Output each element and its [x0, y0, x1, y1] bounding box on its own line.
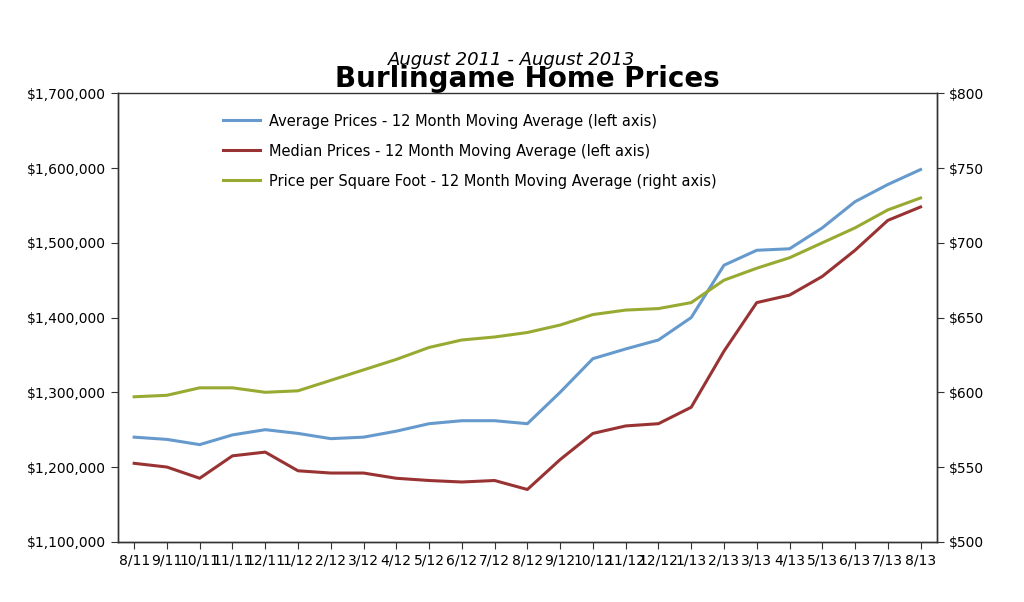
Average Prices - 12 Month Moving Average (left axis) [390, 427, 402, 435]
Average Prices - 12 Month Moving Average (left axis) [456, 417, 468, 424]
Average Prices - 12 Month Moving Average (left axis) [423, 420, 435, 427]
Line: Average Prices - 12 Month Moving Average (left axis): Average Prices - 12 Month Moving Average… [134, 170, 921, 445]
Median Prices - 12 Month Moving Average (left axis) [390, 474, 402, 482]
Price per Square Foot - 12 Month Moving Average (right axis) [423, 344, 435, 351]
Price per Square Foot - 12 Month Moving Average (right axis) [882, 206, 894, 214]
Average Prices - 12 Month Moving Average (left axis) [620, 346, 632, 353]
Average Prices - 12 Month Moving Average (left axis) [751, 247, 763, 254]
Price per Square Foot - 12 Month Moving Average (right axis) [554, 321, 566, 329]
Average Prices - 12 Month Moving Average (left axis) [292, 430, 304, 437]
Average Prices - 12 Month Moving Average (left axis) [652, 337, 665, 344]
Average Prices - 12 Month Moving Average (left axis) [226, 431, 239, 438]
Average Prices - 12 Month Moving Average (left axis) [914, 166, 927, 173]
Price per Square Foot - 12 Month Moving Average (right axis) [488, 334, 501, 341]
Median Prices - 12 Month Moving Average (left axis) [456, 479, 468, 486]
Average Prices - 12 Month Moving Average (left axis) [128, 433, 140, 441]
Legend: Average Prices - 12 Month Moving Average (left axis), Median Prices - 12 Month M: Average Prices - 12 Month Moving Average… [223, 114, 716, 190]
Price per Square Foot - 12 Month Moving Average (right axis) [292, 387, 304, 394]
Price per Square Foot - 12 Month Moving Average (right axis) [685, 299, 697, 306]
Median Prices - 12 Month Moving Average (left axis) [521, 486, 534, 493]
Median Prices - 12 Month Moving Average (left axis) [718, 347, 730, 355]
Median Prices - 12 Month Moving Average (left axis) [849, 247, 861, 254]
Average Prices - 12 Month Moving Average (left axis) [194, 441, 206, 448]
Average Prices - 12 Month Moving Average (left axis) [587, 355, 599, 362]
Price per Square Foot - 12 Month Moving Average (right axis) [521, 329, 534, 336]
Price per Square Foot - 12 Month Moving Average (right axis) [849, 224, 861, 231]
Median Prices - 12 Month Moving Average (left axis) [783, 291, 796, 299]
Median Prices - 12 Month Moving Average (left axis) [292, 467, 304, 474]
Median Prices - 12 Month Moving Average (left axis) [128, 460, 140, 467]
Median Prices - 12 Month Moving Average (left axis) [259, 448, 271, 456]
Price per Square Foot - 12 Month Moving Average (right axis) [390, 356, 402, 363]
Average Prices - 12 Month Moving Average (left axis) [816, 225, 828, 232]
Median Prices - 12 Month Moving Average (left axis) [652, 420, 665, 427]
Median Prices - 12 Month Moving Average (left axis) [914, 203, 927, 211]
Price per Square Foot - 12 Month Moving Average (right axis) [620, 306, 632, 314]
Title: Burlingame Home Prices: Burlingame Home Prices [335, 65, 720, 93]
Median Prices - 12 Month Moving Average (left axis) [325, 470, 337, 477]
Price per Square Foot - 12 Month Moving Average (right axis) [587, 311, 599, 318]
Median Prices - 12 Month Moving Average (left axis) [751, 299, 763, 306]
Median Prices - 12 Month Moving Average (left axis) [423, 477, 435, 484]
Price per Square Foot - 12 Month Moving Average (right axis) [751, 265, 763, 272]
Median Prices - 12 Month Moving Average (left axis) [488, 477, 501, 484]
Average Prices - 12 Month Moving Average (left axis) [554, 389, 566, 396]
Median Prices - 12 Month Moving Average (left axis) [620, 423, 632, 430]
Line: Price per Square Foot - 12 Month Moving Average (right axis): Price per Square Foot - 12 Month Moving … [134, 198, 921, 397]
Average Prices - 12 Month Moving Average (left axis) [161, 436, 173, 443]
Price per Square Foot - 12 Month Moving Average (right axis) [259, 389, 271, 396]
Price per Square Foot - 12 Month Moving Average (right axis) [357, 366, 370, 373]
Average Prices - 12 Month Moving Average (left axis) [718, 262, 730, 269]
Average Prices - 12 Month Moving Average (left axis) [685, 314, 697, 321]
Price per Square Foot - 12 Month Moving Average (right axis) [456, 337, 468, 344]
Average Prices - 12 Month Moving Average (left axis) [521, 420, 534, 427]
Price per Square Foot - 12 Month Moving Average (right axis) [816, 239, 828, 246]
Price per Square Foot - 12 Month Moving Average (right axis) [161, 392, 173, 399]
Price per Square Foot - 12 Month Moving Average (right axis) [718, 276, 730, 284]
Price per Square Foot - 12 Month Moving Average (right axis) [128, 393, 140, 400]
Price per Square Foot - 12 Month Moving Average (right axis) [914, 194, 927, 202]
Median Prices - 12 Month Moving Average (left axis) [882, 217, 894, 224]
Average Prices - 12 Month Moving Average (left axis) [849, 198, 861, 205]
Average Prices - 12 Month Moving Average (left axis) [357, 433, 370, 441]
Price per Square Foot - 12 Month Moving Average (right axis) [226, 384, 239, 391]
Median Prices - 12 Month Moving Average (left axis) [357, 470, 370, 477]
Median Prices - 12 Month Moving Average (left axis) [194, 474, 206, 482]
Average Prices - 12 Month Moving Average (left axis) [259, 426, 271, 433]
Average Prices - 12 Month Moving Average (left axis) [882, 181, 894, 188]
Average Prices - 12 Month Moving Average (left axis) [488, 417, 501, 424]
Median Prices - 12 Month Moving Average (left axis) [587, 430, 599, 437]
Average Prices - 12 Month Moving Average (left axis) [325, 435, 337, 442]
Median Prices - 12 Month Moving Average (left axis) [161, 464, 173, 471]
Median Prices - 12 Month Moving Average (left axis) [816, 273, 828, 280]
Median Prices - 12 Month Moving Average (left axis) [554, 456, 566, 463]
Price per Square Foot - 12 Month Moving Average (right axis) [783, 254, 796, 261]
Price per Square Foot - 12 Month Moving Average (right axis) [652, 305, 665, 312]
Average Prices - 12 Month Moving Average (left axis) [783, 245, 796, 252]
Line: Median Prices - 12 Month Moving Average (left axis): Median Prices - 12 Month Moving Average … [134, 207, 921, 489]
Median Prices - 12 Month Moving Average (left axis) [226, 452, 239, 459]
Price per Square Foot - 12 Month Moving Average (right axis) [194, 384, 206, 391]
Price per Square Foot - 12 Month Moving Average (right axis) [325, 377, 337, 384]
Text: August 2011 - August 2013: August 2011 - August 2013 [388, 51, 636, 69]
Median Prices - 12 Month Moving Average (left axis) [685, 404, 697, 411]
